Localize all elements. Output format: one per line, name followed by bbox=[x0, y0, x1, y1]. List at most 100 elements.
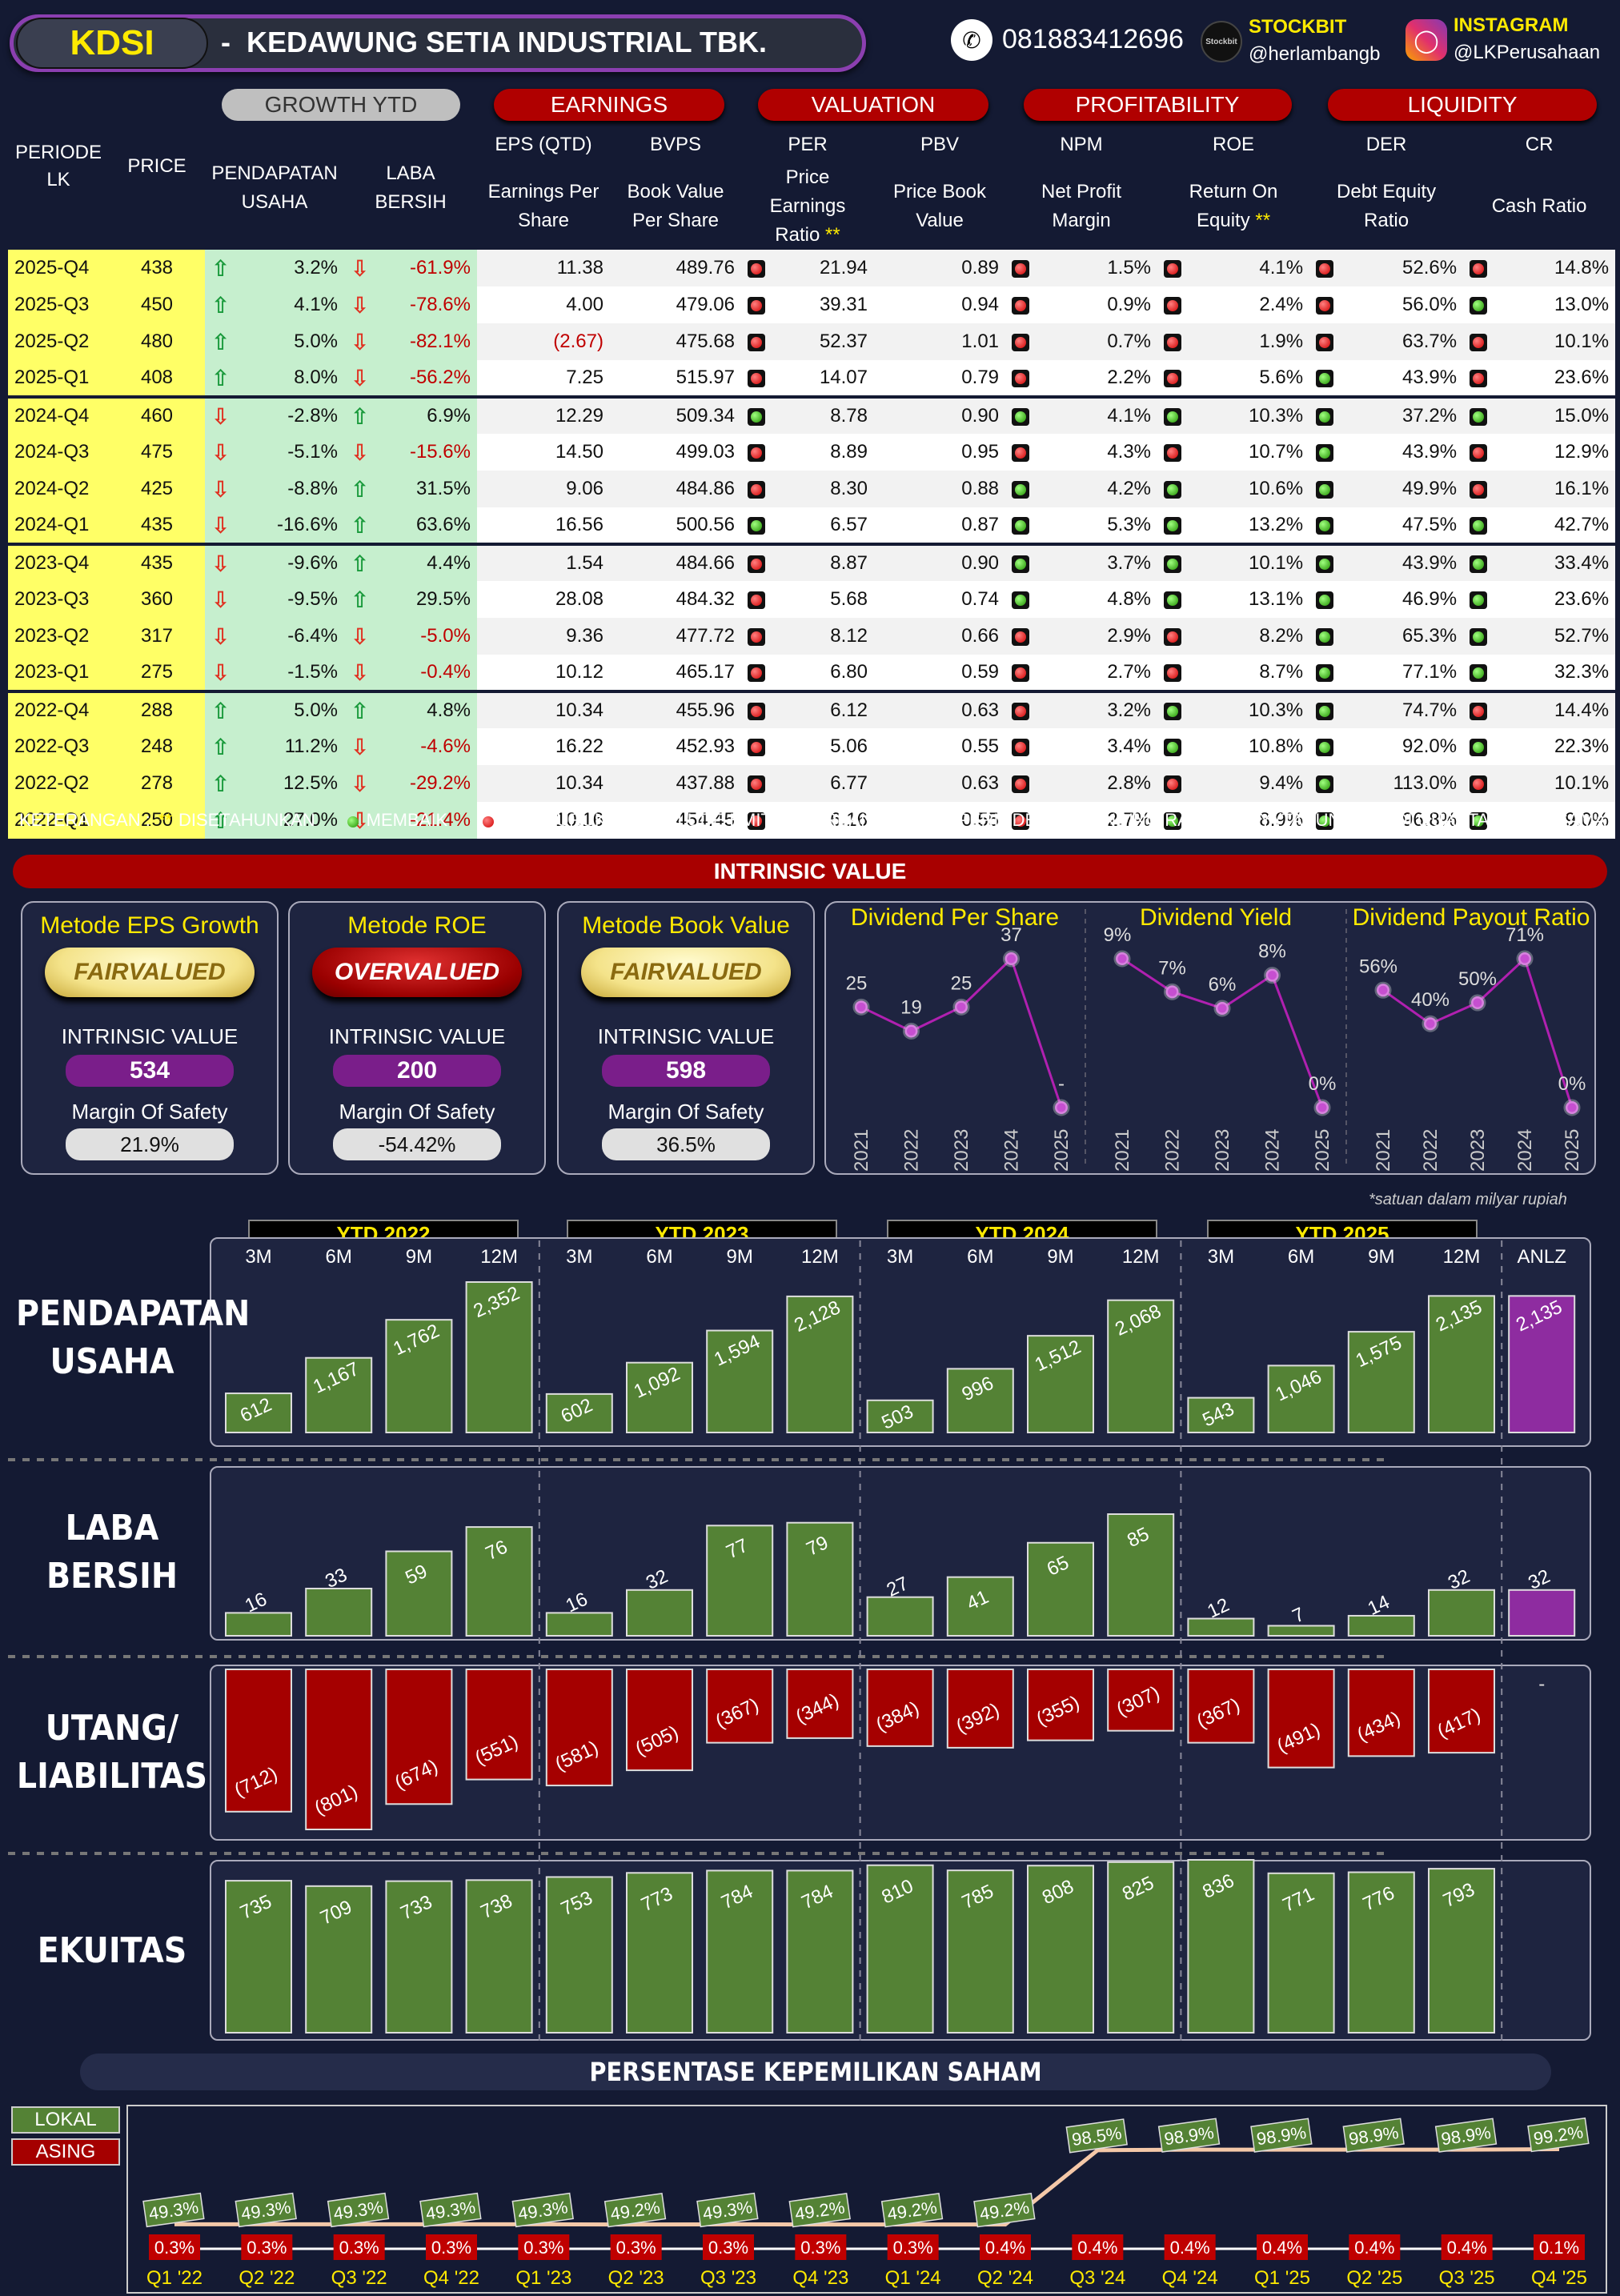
eps-value: 12.29 bbox=[477, 395, 610, 434]
period-cell: 2023-Q4 bbox=[8, 543, 109, 581]
der-value: 74.7% bbox=[1349, 690, 1464, 728]
margin-of-safety-value: 36.5% bbox=[602, 1128, 770, 1160]
price-cell: 480 bbox=[109, 323, 205, 360]
bvps-value: 500.56 bbox=[610, 507, 741, 544]
npm-indicator-icon bbox=[1005, 655, 1046, 691]
quarter-label: Q2 '23 bbox=[608, 2267, 664, 2289]
profit-arrow-icon: ⇩ bbox=[344, 360, 384, 397]
der-value: 37.2% bbox=[1349, 395, 1464, 434]
period-category-label: 3M bbox=[1208, 1246, 1234, 1268]
cr-indicator-icon bbox=[1463, 250, 1504, 286]
intrinsic-value-number: 598 bbox=[602, 1055, 770, 1087]
liability-bar bbox=[385, 1669, 453, 1805]
npm-value: 2.9% bbox=[1045, 618, 1158, 655]
svg-text:0.3%: 0.3% bbox=[893, 2238, 933, 2258]
der-indicator-icon bbox=[1309, 618, 1350, 655]
der-indicator-icon bbox=[1309, 728, 1350, 765]
cr-value: 23.6% bbox=[1503, 360, 1616, 397]
margin-of-safety-value: 21.9% bbox=[66, 1128, 234, 1160]
valuation-status-badge: OVERVALUED bbox=[312, 948, 522, 997]
liability-bar bbox=[1027, 1669, 1094, 1741]
instagram-handle[interactable]: @LKPerusahaan bbox=[1454, 42, 1601, 63]
dividend-chart-title: Dividend Yield bbox=[1140, 904, 1292, 931]
svg-text:0.3%: 0.3% bbox=[339, 2238, 379, 2258]
table-row: 2022-Q2 278 ⇧ 12.5% ⇩ -29.2% 10.34 437.88 6.77 0.… bbox=[8, 765, 1616, 802]
profit-arrow-icon: ⇩ bbox=[344, 765, 384, 802]
quarter-label: Q1 '24 bbox=[885, 2267, 941, 2289]
period-category-label: 12M bbox=[1122, 1246, 1160, 1268]
cr-value: 42.7% bbox=[1503, 507, 1616, 544]
der-indicator-icon bbox=[1309, 250, 1350, 286]
roe-value: 9.4% bbox=[1197, 765, 1310, 802]
der-value: 43.9% bbox=[1349, 543, 1464, 581]
liability-bar bbox=[1107, 1669, 1175, 1732]
stockbit-handle[interactable]: @herlambangb bbox=[1249, 43, 1381, 65]
equity-bar bbox=[1428, 1868, 1495, 2034]
profit-bar bbox=[545, 1612, 613, 1637]
svg-text:0.1%: 0.1% bbox=[1539, 2238, 1579, 2258]
profit-growth-value: 29.5% bbox=[384, 581, 477, 618]
profit-bar bbox=[1428, 1589, 1495, 1637]
pbv-value: 0.55 bbox=[874, 728, 1006, 765]
pbv-value: 0.95 bbox=[874, 434, 1006, 471]
cr-indicator-icon bbox=[1463, 581, 1504, 618]
cr-value: 14.4% bbox=[1503, 690, 1616, 728]
dividend-point-label: 25 bbox=[951, 972, 972, 994]
quarter-label: Q1 '23 bbox=[515, 2267, 571, 2289]
npm-indicator-icon bbox=[1005, 395, 1046, 434]
period-category-label: 9M bbox=[406, 1246, 432, 1268]
period-cell: 2022-Q3 bbox=[8, 728, 109, 765]
liability-bar bbox=[1347, 1669, 1415, 1757]
dividend-year-label: 2021 bbox=[1112, 1129, 1133, 1172]
quarter-label: Q3 '24 bbox=[1069, 2267, 1125, 2289]
revenue-growth-value: -9.6% bbox=[256, 543, 344, 581]
npm-value: 3.2% bbox=[1045, 690, 1158, 728]
per-indicator-icon bbox=[741, 618, 781, 655]
lokal-point: 49.3% bbox=[327, 2192, 390, 2228]
asing-point: 0.3% bbox=[887, 2234, 939, 2260]
dividend-point bbox=[903, 1022, 920, 1040]
roe-value: 10.6% bbox=[1197, 471, 1310, 507]
col-der-desc: Debt Equity Ratio bbox=[1309, 163, 1464, 250]
dividend-year-label: 2025 bbox=[1312, 1129, 1333, 1172]
svg-text:0.3%: 0.3% bbox=[431, 2238, 471, 2258]
price-cell: 288 bbox=[109, 690, 205, 728]
svg-text:0.4%: 0.4% bbox=[1077, 2238, 1117, 2258]
period-cell: 2022-Q4 bbox=[8, 690, 109, 728]
roe-indicator-icon bbox=[1157, 286, 1198, 323]
profit-bar bbox=[385, 1550, 453, 1637]
company-name: - KEDAWUNG SETIA INDUSTRIAL TBK. bbox=[221, 26, 767, 58]
roe-indicator-icon bbox=[1157, 802, 1198, 839]
cr-indicator-icon bbox=[1463, 802, 1504, 839]
margin-of-safety-label: Margin Of Safety bbox=[339, 1100, 495, 1124]
liability-bar bbox=[1267, 1669, 1335, 1769]
roe-value: 10.3% bbox=[1197, 690, 1310, 728]
liability-bar bbox=[786, 1669, 854, 1739]
group-liquidity: LIQUIDITY bbox=[1309, 83, 1616, 126]
per-value: 8.87 bbox=[781, 543, 874, 581]
profit-arrow-icon: ⇧ bbox=[344, 581, 384, 618]
der-value: 56.0% bbox=[1349, 286, 1464, 323]
growth-arrow-icon: ⇧ bbox=[205, 286, 256, 323]
revenue-bar bbox=[1187, 1396, 1255, 1433]
profit-arrow-icon: ⇩ bbox=[344, 728, 384, 765]
revenue-bar bbox=[946, 1368, 1014, 1433]
cr-indicator-icon bbox=[1463, 543, 1504, 581]
dividend-point bbox=[852, 998, 870, 1016]
der-indicator-icon bbox=[1309, 323, 1350, 360]
eps-value: 10.16 bbox=[477, 802, 610, 839]
pbv-value: 0.90 bbox=[874, 543, 1006, 581]
dividend-point bbox=[1313, 1099, 1331, 1116]
revenue-bar bbox=[1428, 1295, 1495, 1433]
profit-bar bbox=[706, 1525, 774, 1637]
intrinsic-value-label: INTRINSIC VALUE bbox=[597, 1024, 775, 1048]
npm-indicator-icon bbox=[1005, 690, 1046, 728]
revenue-growth-value: -2.8% bbox=[256, 395, 344, 434]
table-row: 2023-Q3 360 ⇩ -9.5% ⇧ 29.5% 28.08 484.32 5.68 0.7… bbox=[8, 581, 1616, 618]
dividend-point-label: 25 bbox=[846, 972, 868, 994]
price-cell: 317 bbox=[109, 618, 205, 655]
revenue-bar bbox=[1027, 1335, 1094, 1433]
bvps-value: 484.86 bbox=[610, 471, 741, 507]
period-category-label: 6M bbox=[646, 1246, 672, 1268]
col-laba: LABA BERSIH bbox=[344, 126, 477, 250]
